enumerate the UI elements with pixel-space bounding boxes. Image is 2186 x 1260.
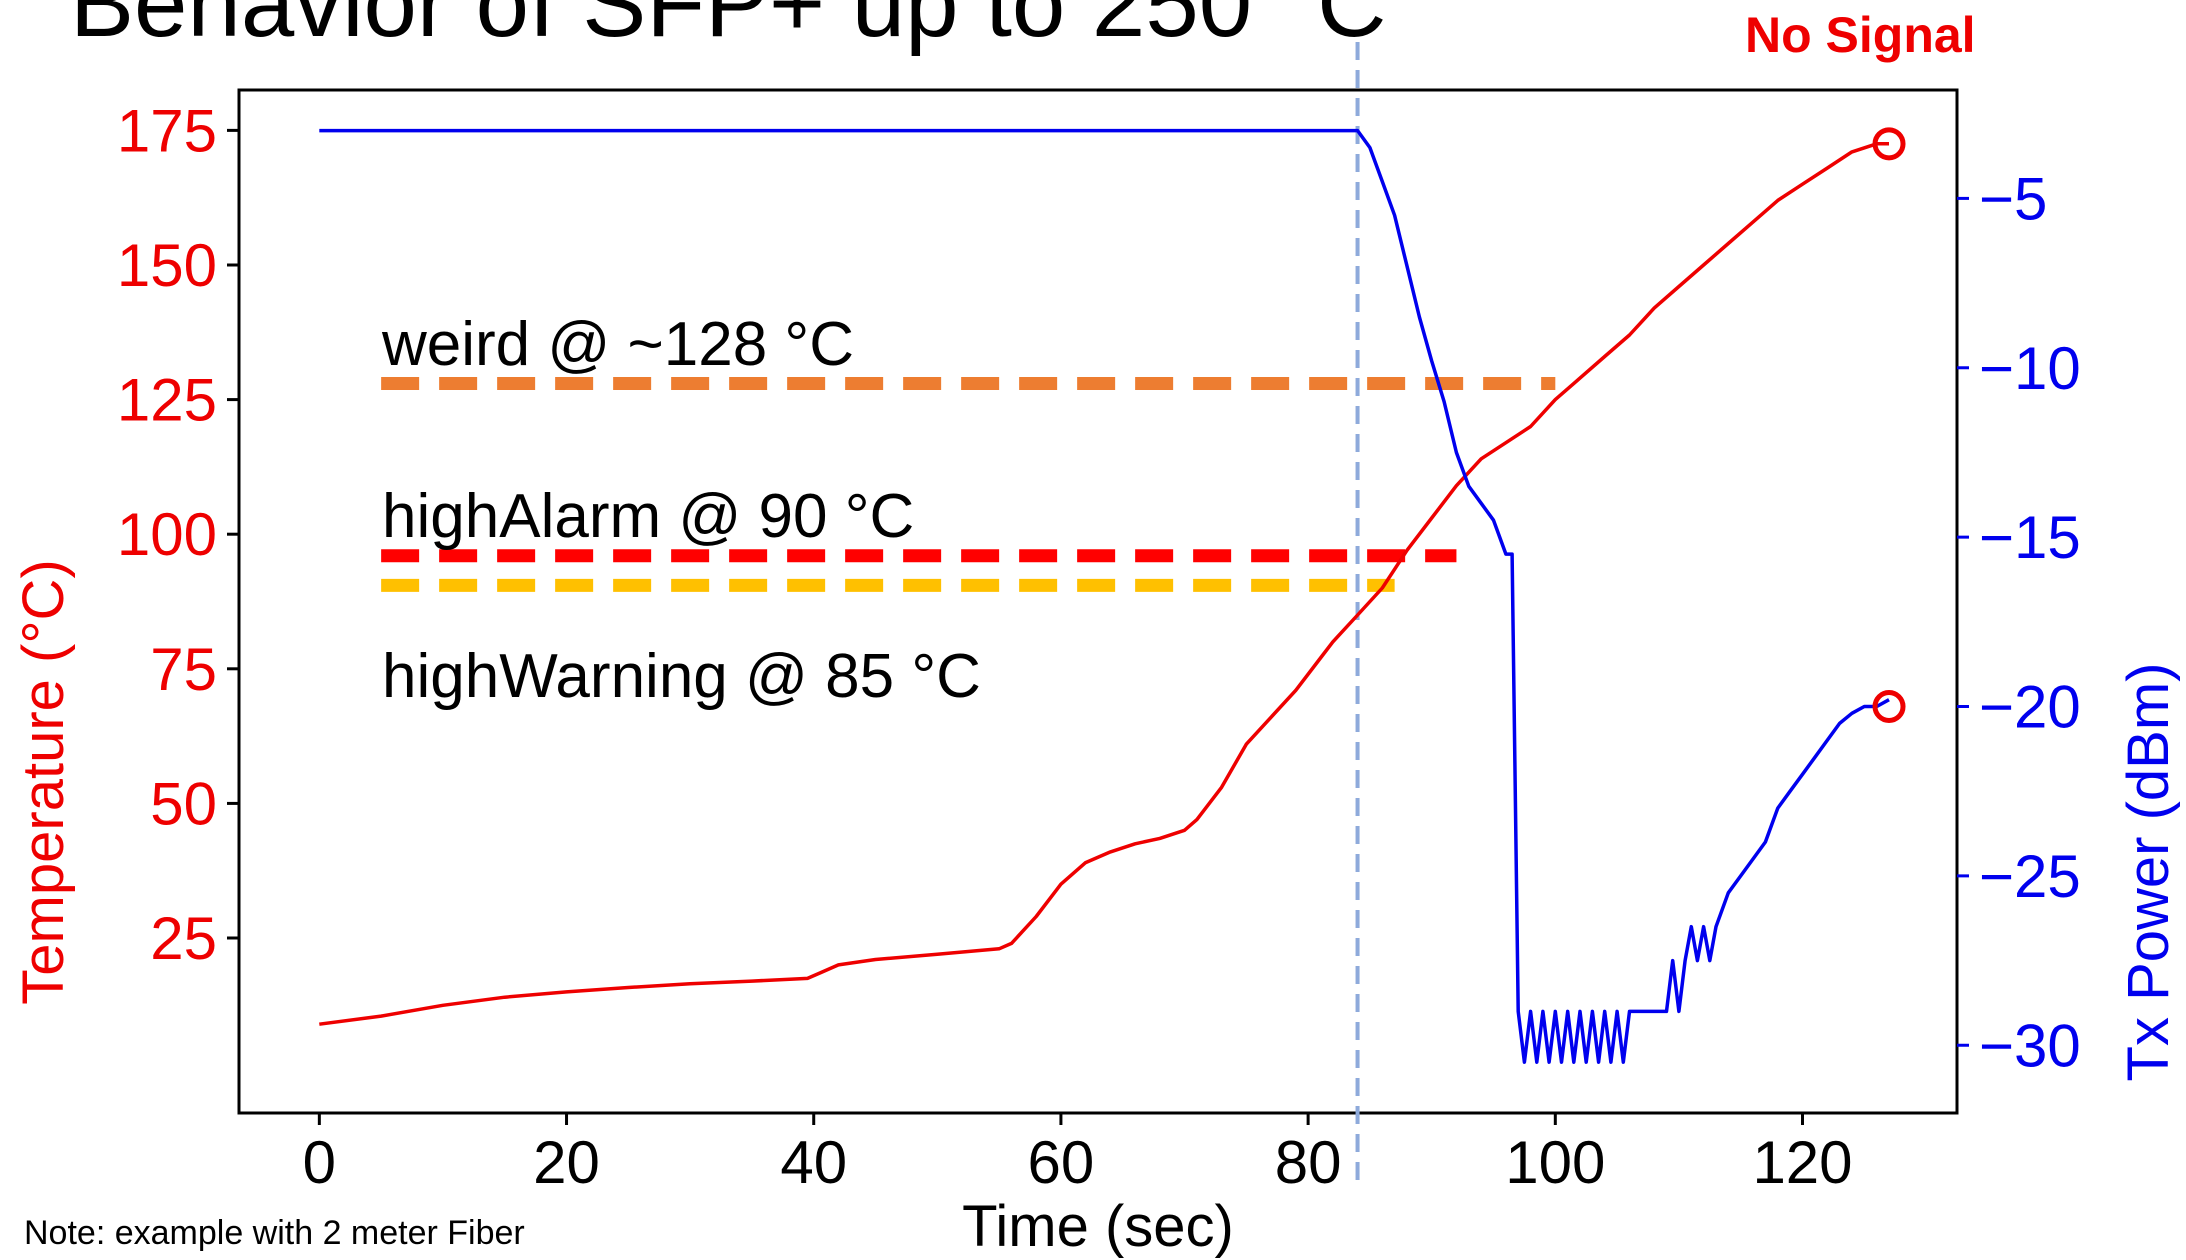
x-axis-ticks: 0 20 40 60 80 100 120 xyxy=(303,1113,1853,1196)
x-tick-label-100: 100 xyxy=(1505,1129,1605,1196)
y2-axis-ticks: −5 −10 −15 −20 −25 −30 xyxy=(1957,165,2081,1079)
y2-axis-label: Tx Power (dBm) xyxy=(2116,663,2181,1082)
x-axis-label: Time (sec) xyxy=(962,1194,1234,1259)
y-tick-label-150: 150 xyxy=(117,232,217,299)
x-tick-label-80: 80 xyxy=(1275,1129,1342,1196)
x-tick-label-40: 40 xyxy=(780,1129,847,1196)
y-tick-label-75: 75 xyxy=(150,636,217,703)
y-tick-label-100: 100 xyxy=(117,501,217,568)
marker-0 xyxy=(1872,127,1906,161)
y2-tick-label-10: −10 xyxy=(1979,335,2081,402)
series-line-tx-power xyxy=(319,128,1890,1064)
y-axis-ticks: 25 50 75 100 125 150 175 xyxy=(117,97,239,972)
high-warning-annotation: highWarning @ 85 °C xyxy=(382,642,981,711)
plot-frame xyxy=(237,88,1959,1115)
y-tick-label-175: 175 xyxy=(117,97,217,164)
high-alarm-annotation: highAlarm @ 90 °C xyxy=(382,482,914,551)
y-axis-label: Temperature (°C) xyxy=(11,559,76,1004)
y-tick-label-50: 50 xyxy=(150,770,217,837)
reference-lines xyxy=(381,376,1556,592)
x-tick-label-20: 20 xyxy=(533,1129,600,1196)
no-signal-label: No Signal xyxy=(1745,7,1976,63)
series-line-temperature xyxy=(319,142,1889,1026)
weird-annotation: weird @ ~128 °C xyxy=(381,310,854,379)
y2-tick-label-5: −5 xyxy=(1979,165,2047,232)
y2-tick-label-30: −30 xyxy=(1979,1012,2081,1079)
y2-tick-label-20: −20 xyxy=(1979,674,2081,741)
marker-1 xyxy=(1872,690,1906,724)
chart-title: Behavior of SFP+ up to 250 °C xyxy=(70,0,1386,57)
series-group xyxy=(319,128,1890,1064)
y2-tick-label-15: −15 xyxy=(1979,504,2081,571)
x-tick-label-0: 0 xyxy=(303,1129,336,1196)
end-markers xyxy=(1872,127,1906,724)
y-tick-label-125: 125 xyxy=(117,367,217,434)
x-tick-label-120: 120 xyxy=(1752,1129,1852,1196)
y-tick-label-25: 25 xyxy=(150,905,217,972)
x-tick-label-60: 60 xyxy=(1028,1129,1095,1196)
footnote: Note: example with 2 meter Fiber xyxy=(24,1214,525,1252)
y2-tick-label-25: −25 xyxy=(1979,843,2081,910)
